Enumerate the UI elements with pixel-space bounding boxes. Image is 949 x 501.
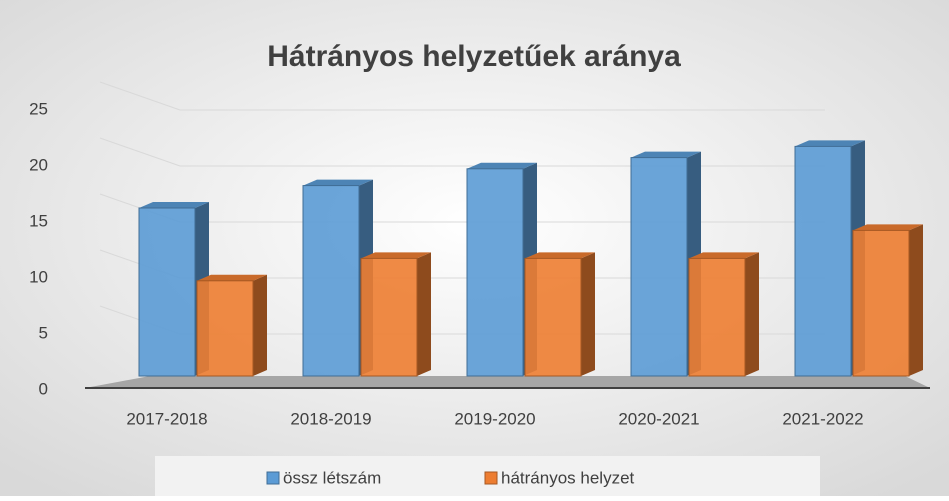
bar	[196, 280, 254, 377]
x-tick-label: 2021-2022	[782, 409, 863, 428]
bar-top	[853, 224, 923, 231]
grid-line	[99, 81, 181, 111]
y-tick-label: 10	[29, 267, 48, 286]
bar-top	[689, 252, 759, 259]
bar-top	[795, 140, 865, 147]
y-tick-label: 25	[29, 99, 48, 118]
bar-top	[139, 202, 209, 208]
bar-top	[525, 252, 595, 259]
x-tick-label: 2019-2020	[454, 409, 535, 428]
grid-line	[99, 137, 181, 167]
bar-top	[197, 274, 267, 281]
bar	[466, 168, 524, 377]
chart-title: Hátrányos helyzetűek aránya	[267, 40, 681, 73]
bar-side	[253, 274, 267, 376]
bar	[302, 185, 360, 377]
bar-side	[909, 224, 923, 376]
legend-swatch	[266, 471, 280, 485]
y-tick-label: 5	[39, 323, 48, 342]
y-tick-label: 15	[29, 211, 48, 230]
x-tick-label: 2017-2018	[126, 409, 207, 428]
legend-label: hátrányos helyzet	[501, 468, 635, 487]
bar-side	[417, 252, 431, 376]
bar-top	[361, 252, 431, 259]
bar	[630, 157, 688, 377]
bar-side	[745, 252, 759, 376]
x-tick-label: 2020-2021	[618, 409, 699, 428]
bar	[794, 145, 852, 377]
bar	[852, 229, 910, 377]
bar	[360, 257, 418, 377]
x-tick-label: 2018-2019	[290, 409, 371, 428]
bar	[524, 257, 582, 377]
legend-swatch	[484, 471, 498, 485]
bar	[688, 257, 746, 377]
bar-top	[631, 151, 701, 158]
bar-top	[303, 179, 373, 186]
floor	[85, 376, 930, 388]
y-tick-label: 20	[29, 155, 48, 174]
bar	[138, 207, 196, 377]
bar-top	[467, 162, 537, 169]
y-tick-label: 0	[39, 379, 48, 398]
bar-side	[581, 252, 595, 376]
legend-label: össz létszám	[283, 468, 381, 487]
